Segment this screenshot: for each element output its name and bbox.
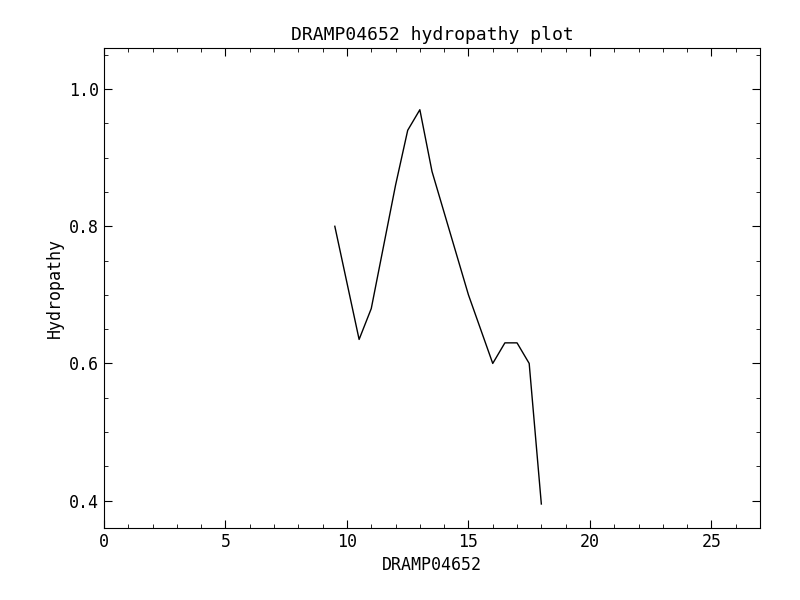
Y-axis label: Hydropathy: Hydropathy <box>46 238 63 338</box>
X-axis label: DRAMP04652: DRAMP04652 <box>382 556 482 574</box>
Title: DRAMP04652 hydropathy plot: DRAMP04652 hydropathy plot <box>290 26 574 44</box>
